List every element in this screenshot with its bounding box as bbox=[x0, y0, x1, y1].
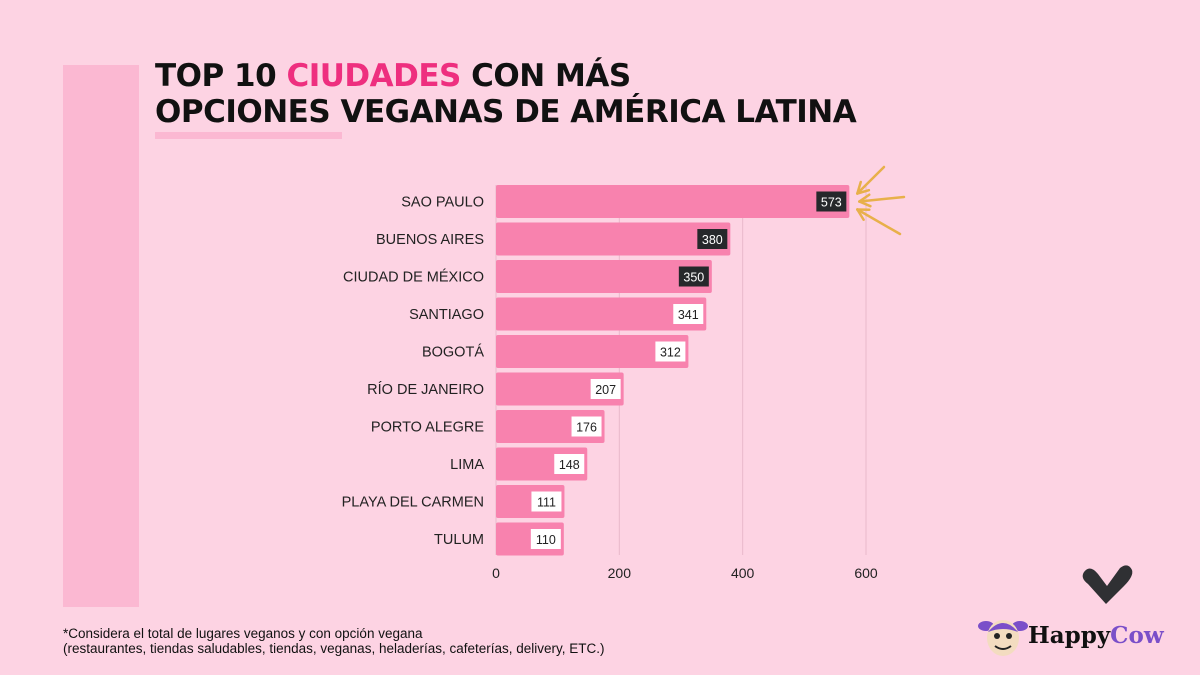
title-underline bbox=[155, 132, 342, 139]
category-label: PLAYA DEL CARMEN bbox=[342, 495, 484, 511]
bar bbox=[496, 185, 850, 218]
data-label: 110 bbox=[536, 533, 556, 547]
bar bbox=[496, 297, 707, 331]
data-label-bg bbox=[678, 266, 709, 287]
category-label: SAO PAULO bbox=[401, 195, 484, 211]
data-label-bg bbox=[590, 379, 621, 399]
data-label-bg bbox=[530, 529, 561, 549]
category-label: PORTO ALEGRE bbox=[371, 420, 484, 436]
title-line2: OPCIONES VEGANAS DE AMÉRICA LATINA bbox=[155, 94, 857, 130]
data-label-bg bbox=[816, 191, 847, 212]
x-tick-label: 200 bbox=[608, 565, 632, 581]
category-label: TULUM bbox=[434, 532, 484, 548]
arrow-head bbox=[856, 188, 871, 195]
category-label: BUENOS AIRES bbox=[376, 232, 484, 248]
data-label: 350 bbox=[683, 271, 704, 285]
x-tick-label: 0 bbox=[492, 565, 500, 581]
footnote-line2: (restaurantes, tiendas saludables, tiend… bbox=[63, 641, 605, 656]
data-label: 573 bbox=[821, 196, 842, 210]
arrow-head bbox=[858, 193, 871, 203]
bar bbox=[496, 222, 731, 256]
arrow-icon bbox=[858, 195, 906, 203]
data-label: 207 bbox=[595, 383, 616, 397]
arrow-head bbox=[858, 200, 872, 208]
arrow-head bbox=[856, 180, 863, 195]
bar bbox=[496, 260, 712, 293]
category-label: LIMA bbox=[450, 457, 484, 473]
footnote-line1: *Considera el total de lugares veganos y… bbox=[63, 626, 423, 641]
x-tick-label: 600 bbox=[854, 565, 878, 581]
happycow-logo: Happy Cow bbox=[978, 612, 1164, 658]
category-label: SANTIAGO bbox=[409, 307, 484, 323]
data-label-bg bbox=[697, 229, 728, 249]
data-label: 341 bbox=[678, 308, 699, 322]
arrow-head bbox=[856, 208, 865, 221]
cow-icon bbox=[978, 620, 1028, 656]
footnote: *Considera el total de lugares veganos y… bbox=[63, 626, 605, 656]
bar bbox=[496, 335, 689, 368]
data-label: 312 bbox=[660, 346, 681, 360]
data-label-bg bbox=[571, 416, 602, 437]
data-label: 176 bbox=[576, 421, 597, 435]
data-label: 111 bbox=[537, 496, 556, 510]
heart-icon bbox=[1082, 565, 1133, 604]
logo-text-happy: Happy bbox=[1028, 621, 1111, 649]
data-label-bg bbox=[531, 491, 562, 512]
arrow-icon bbox=[856, 165, 886, 195]
data-label: 380 bbox=[702, 233, 723, 247]
title-text: CON MÁS bbox=[460, 58, 631, 94]
arrow-icon bbox=[856, 208, 902, 236]
title-text: TOP 10 bbox=[155, 58, 287, 94]
category-label: RÍO DE JANEIRO bbox=[367, 381, 484, 398]
x-tick-label: 400 bbox=[731, 565, 755, 581]
data-label-bg bbox=[655, 341, 686, 362]
data-label-bg bbox=[673, 304, 704, 324]
chart-title: TOP 10 CIUDADES CON MÁS OPCIONES VEGANAS… bbox=[155, 58, 857, 130]
data-label-bg bbox=[554, 454, 585, 474]
logo-text-cow: Cow bbox=[1110, 621, 1164, 649]
data-label: 148 bbox=[559, 458, 580, 472]
category-label: BOGOTÁ bbox=[422, 344, 484, 361]
category-label: CIUDAD DE MÉXICO bbox=[343, 269, 484, 286]
decorative-side-bar bbox=[63, 65, 139, 607]
title-highlight: CIUDADES bbox=[286, 58, 461, 94]
